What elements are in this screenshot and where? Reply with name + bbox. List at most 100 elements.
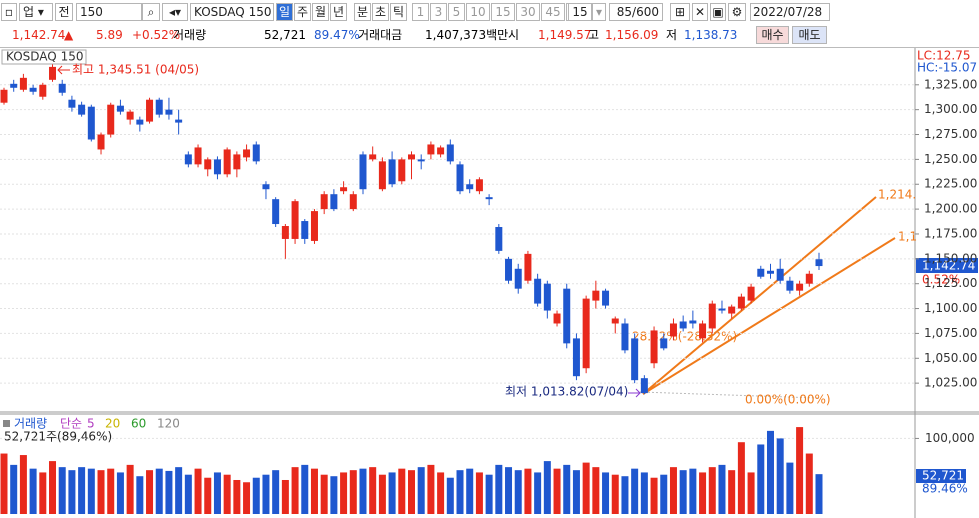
mode-button[interactable]: 전	[55, 3, 73, 21]
ma-period: 60	[131, 417, 146, 431]
market-select[interactable]: 업 ▾	[19, 3, 53, 21]
period-button[interactable]: 주	[294, 3, 311, 21]
interval-button[interactable]: 10	[466, 3, 490, 21]
y-tick-label: 1,200.00	[924, 202, 977, 216]
candle-body	[757, 268, 765, 277]
y-tick-label: 1,225.00	[924, 177, 977, 191]
save-button[interactable]: ▣	[710, 3, 726, 21]
volume-bar	[796, 427, 804, 514]
candle-body	[252, 144, 260, 162]
settings-button[interactable]: ⚙	[728, 3, 746, 21]
candle-body	[116, 105, 124, 112]
volume-bar	[359, 468, 367, 514]
volume-bar	[766, 430, 774, 514]
volume-bar	[640, 472, 648, 514]
volume-bar	[757, 444, 765, 514]
annotation: 최고 1,345.51 (04/05)	[72, 63, 199, 77]
volume-bar	[650, 477, 658, 514]
candle-body	[796, 283, 804, 291]
date-field[interactable]: 2022/07/28	[750, 3, 830, 21]
period-button[interactable]: 틱	[390, 3, 407, 21]
volume-bar	[58, 467, 66, 514]
period-button[interactable]: 초	[372, 3, 389, 21]
y-tick-label: 1,175.00	[924, 226, 977, 240]
candle-body	[136, 119, 144, 125]
annotation: 0.00%(0.00%)	[745, 393, 831, 407]
period-button[interactable]: 월	[312, 3, 329, 21]
sound-button[interactable]: ◂▾	[162, 3, 188, 21]
code-input[interactable]: 150	[76, 3, 142, 21]
last-volume-box	[916, 469, 966, 483]
candle-body	[262, 184, 270, 190]
y-tick-label: 1,100.00	[924, 301, 977, 315]
interval-button[interactable]: 5	[448, 3, 465, 21]
candle-body	[29, 87, 37, 92]
candle-body	[766, 270, 774, 274]
volume-bar	[68, 470, 76, 514]
volume-bar	[97, 470, 105, 514]
period-button[interactable]: 년	[330, 3, 347, 21]
interval-button[interactable]: 3	[430, 3, 447, 21]
volume-bar	[184, 474, 192, 514]
buy-button[interactable]: 매수	[756, 26, 789, 44]
volume-bar	[815, 474, 823, 514]
volume-bar	[563, 464, 571, 514]
annotation: 최저 1,013.82(07/04)	[505, 385, 628, 399]
candle-body	[68, 99, 76, 108]
candle-body	[78, 104, 86, 115]
candle-body	[524, 253, 532, 281]
volume-bar	[728, 470, 736, 514]
volume-bar	[349, 470, 357, 514]
change-rate: +0.52%	[132, 28, 181, 42]
volume-bar	[0, 453, 8, 514]
open: 1,149.57	[538, 28, 592, 42]
y-tick-label: 100,000	[925, 431, 975, 445]
change: 5.89	[96, 28, 123, 42]
volume-bar	[398, 468, 406, 514]
label: 저	[666, 28, 678, 42]
last-price: 1,142.74	[922, 259, 975, 273]
search-button[interactable]: ⌕	[142, 3, 160, 21]
volume-bar	[485, 474, 493, 514]
interval-button[interactable]: 1	[412, 3, 429, 21]
period-button[interactable]: 분	[354, 3, 371, 21]
interval-button[interactable]: 45	[541, 3, 565, 21]
menu-button[interactable]: ▫	[1, 3, 17, 21]
candle-body	[805, 273, 813, 284]
sell-button[interactable]: 매도	[792, 26, 827, 44]
last-volume: 52,721	[922, 469, 964, 483]
candle-body	[10, 83, 18, 88]
dropdown[interactable]: ▾	[592, 3, 606, 21]
interval-button[interactable]: 30	[516, 3, 540, 21]
candle-body	[602, 290, 610, 306]
tool-button[interactable]: ⊞	[670, 3, 690, 21]
candle-body	[349, 194, 357, 210]
volume-bar	[204, 477, 212, 514]
candle-body	[126, 111, 134, 120]
candle-body	[572, 338, 580, 377]
volume-bar	[602, 472, 610, 514]
volume-bar	[408, 470, 415, 514]
candle-body	[708, 303, 716, 329]
period-button[interactable]: 일	[276, 3, 293, 21]
volume-bar	[679, 470, 687, 514]
lc-label: LC:12.75	[917, 49, 970, 63]
volume-bar	[165, 470, 173, 514]
candle-body	[49, 66, 57, 80]
interval-input[interactable]: 15	[568, 3, 592, 21]
candle-body	[650, 330, 658, 364]
volume-bar	[514, 470, 522, 514]
candle-body	[747, 286, 755, 301]
candle-body	[437, 147, 445, 155]
volume-bar	[310, 468, 318, 514]
tool-button[interactable]: ✕	[692, 3, 708, 21]
y-tick-label: 1,300.00	[924, 102, 977, 116]
candle-body	[669, 323, 677, 337]
volume-bar	[233, 479, 241, 514]
interval-button[interactable]: 15	[491, 3, 515, 21]
count-field[interactable]: 85/600	[609, 3, 663, 21]
volume-bar	[660, 474, 668, 514]
legend-icon	[3, 420, 10, 427]
volume-bar	[378, 474, 386, 514]
